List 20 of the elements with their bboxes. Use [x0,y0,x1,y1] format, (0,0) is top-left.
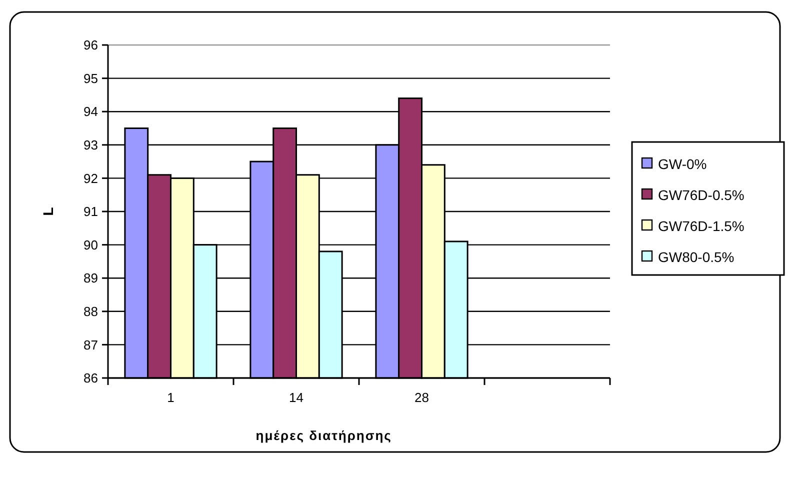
x-tick-label: 1 [167,390,174,405]
y-tick-label: 88 [84,304,98,319]
legend-label: GW80-0.5% [658,248,734,265]
y-tick-label: 92 [84,170,98,186]
y-tick-label: 96 [84,38,98,53]
y-tick-label: 93 [84,137,98,152]
y-tick-label: 87 [84,337,98,352]
y-tick-label: 95 [84,70,98,86]
x-axis-title: ημέρες διατήρησης [256,428,392,443]
y-tick-label: 89 [84,270,98,286]
legend-label: GW-0% [658,156,707,172]
x-tick-label: 14 [289,390,304,405]
x-tick-label: 28 [414,390,429,405]
y-axis-title: L [40,206,56,216]
legend-label: GW76D-0.5% [658,186,744,203]
y-tick-label: 94 [84,104,98,120]
legend-label: GW76D-1.5% [658,218,744,234]
y-tick-label: 91 [84,204,98,220]
y-tick-label: 90 [84,237,98,252]
y-tick-label: 86 [84,370,98,386]
